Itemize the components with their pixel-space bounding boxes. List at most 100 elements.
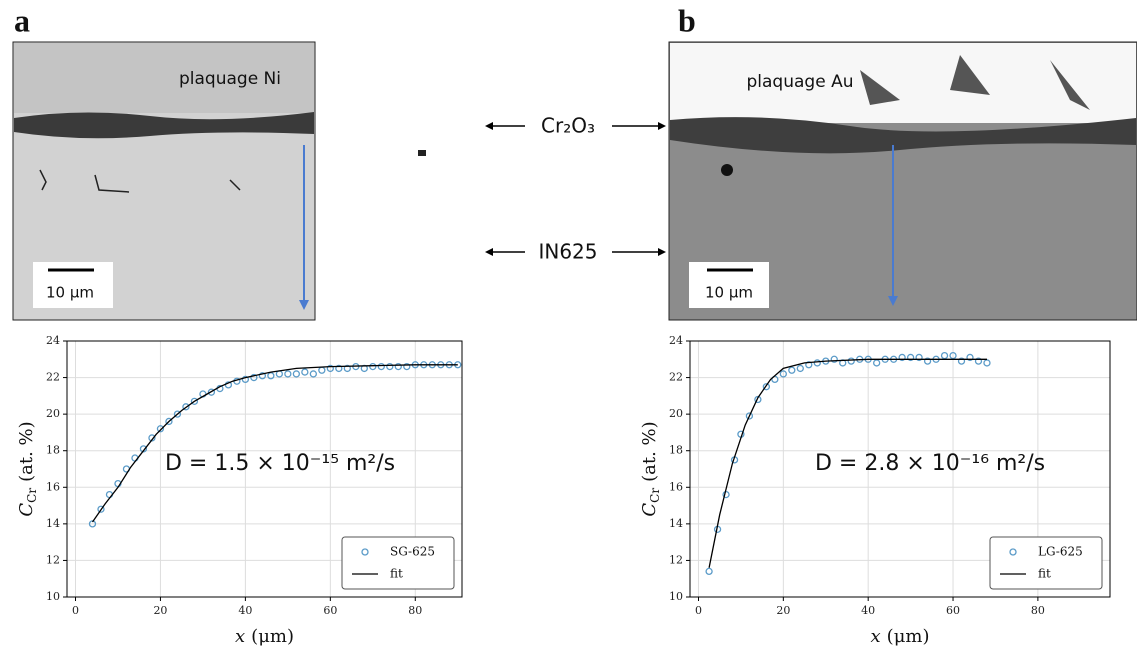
y-tick-label: 14 (669, 517, 683, 530)
y-axis-unit: (at. %) (16, 421, 37, 482)
scale-label: 10 μm (705, 284, 753, 302)
y-tick-label: 22 (669, 371, 683, 384)
y-axis-unit: (at. %) (639, 421, 660, 482)
y-tick-label: 12 (669, 553, 683, 566)
data-point (182, 403, 190, 411)
annotation: D = 2.8 × 10⁻¹⁶ m²/s (815, 451, 1045, 476)
y-tick-label: 16 (46, 480, 60, 493)
layer-label: Cr₂O₃ (541, 114, 595, 138)
legend-label: fit (1038, 567, 1051, 581)
y-axis-subscript: Cr (648, 488, 662, 503)
y-tick-label: 22 (46, 371, 60, 384)
plot-frame (689, 340, 1111, 598)
x-tick-label: 60 (323, 604, 337, 617)
legend-label: SG-625 (390, 545, 435, 559)
data-point (394, 362, 402, 371)
data-point (745, 412, 754, 420)
data-point (343, 364, 351, 373)
scale-label: 10 μm (46, 284, 94, 302)
x-tick-label: 20 (776, 604, 790, 617)
data-point (830, 355, 838, 363)
data-point (97, 505, 105, 513)
y-tick-label: 16 (669, 480, 683, 493)
data-point (403, 362, 411, 371)
data-point (301, 368, 309, 376)
x-tick-label: 0 (72, 604, 79, 617)
data-point (241, 375, 250, 384)
legend-box (989, 536, 1103, 590)
legend-swatch (1009, 548, 1017, 556)
data-point (258, 372, 267, 380)
data-point (377, 362, 385, 371)
plating-label: plaquage Au (747, 72, 854, 92)
data-point (173, 410, 182, 418)
layer-label: IN625 (538, 240, 597, 264)
x-axis-unit: (μm) (251, 626, 294, 647)
fit-line (708, 358, 987, 568)
data-point (292, 370, 301, 378)
data-point (957, 357, 966, 365)
y-axis-label: CCr (at. %) (16, 421, 39, 516)
data-point (165, 417, 173, 426)
data-point (207, 388, 216, 396)
data-point (335, 364, 343, 373)
data-point (796, 364, 804, 373)
y-tick-label: 12 (46, 553, 60, 566)
x-tick-label: 60 (946, 604, 960, 617)
x-tick-label: 40 (861, 604, 875, 617)
data-point (940, 351, 949, 360)
y-tick-label: 20 (46, 407, 60, 420)
data-point (779, 370, 787, 378)
micrograph: 10 μm plaquage Ni (12, 41, 426, 321)
data-point (915, 353, 923, 362)
x-tick-label: 20 (153, 604, 167, 617)
x-tick-label: 80 (408, 604, 422, 617)
x-tick-label: 40 (238, 604, 252, 617)
panel-label: b (678, 2, 696, 38)
legend-label: fit (390, 567, 403, 581)
plating-label: plaquage Ni (179, 69, 281, 89)
y-tick-label: 10 (46, 590, 60, 603)
y-tick-label: 14 (46, 517, 60, 530)
data-point (386, 362, 394, 371)
data-point (762, 383, 771, 391)
data-point (847, 357, 855, 365)
y-tick-label: 10 (669, 590, 683, 603)
data-point (923, 357, 932, 365)
x-axis-unit: (μm) (887, 626, 930, 647)
data-point (966, 353, 974, 362)
x-axis-label: x (μm) (235, 626, 294, 647)
plot-frame (66, 340, 463, 598)
fit-line (91, 364, 458, 523)
data-point (949, 351, 957, 360)
data-point (974, 357, 983, 365)
data-point (190, 397, 199, 405)
data-point (139, 445, 148, 453)
data-point (813, 359, 821, 367)
data-point (898, 353, 906, 362)
data-point (309, 370, 317, 378)
data-point (148, 434, 156, 442)
data-point (326, 364, 334, 373)
y-tick-label: 18 (669, 444, 683, 457)
legend-box (341, 536, 455, 590)
data-point (906, 353, 915, 362)
x-tick-label: 80 (1031, 604, 1045, 617)
y-tick-label: 24 (669, 334, 683, 347)
y-tick-label: 20 (669, 407, 683, 420)
legend-label: LG-625 (1038, 545, 1083, 559)
y-tick-label: 18 (46, 444, 60, 457)
x-axis-symbol: x (871, 626, 881, 647)
micrograph: 10 μm plaquage Au (668, 41, 1137, 321)
data-point (369, 362, 377, 371)
legend-swatch (361, 548, 369, 556)
x-axis-symbol: x (235, 626, 245, 647)
data-point (788, 366, 796, 374)
y-tick-label: 24 (46, 334, 60, 347)
y-axis-subscript: Cr (25, 488, 39, 503)
y-axis-label: CCr (at. %) (639, 421, 662, 516)
x-tick-label: 0 (695, 604, 702, 617)
layer-callouts: Cr₂O₃ IN625 (485, 114, 666, 264)
data-point (284, 370, 292, 378)
